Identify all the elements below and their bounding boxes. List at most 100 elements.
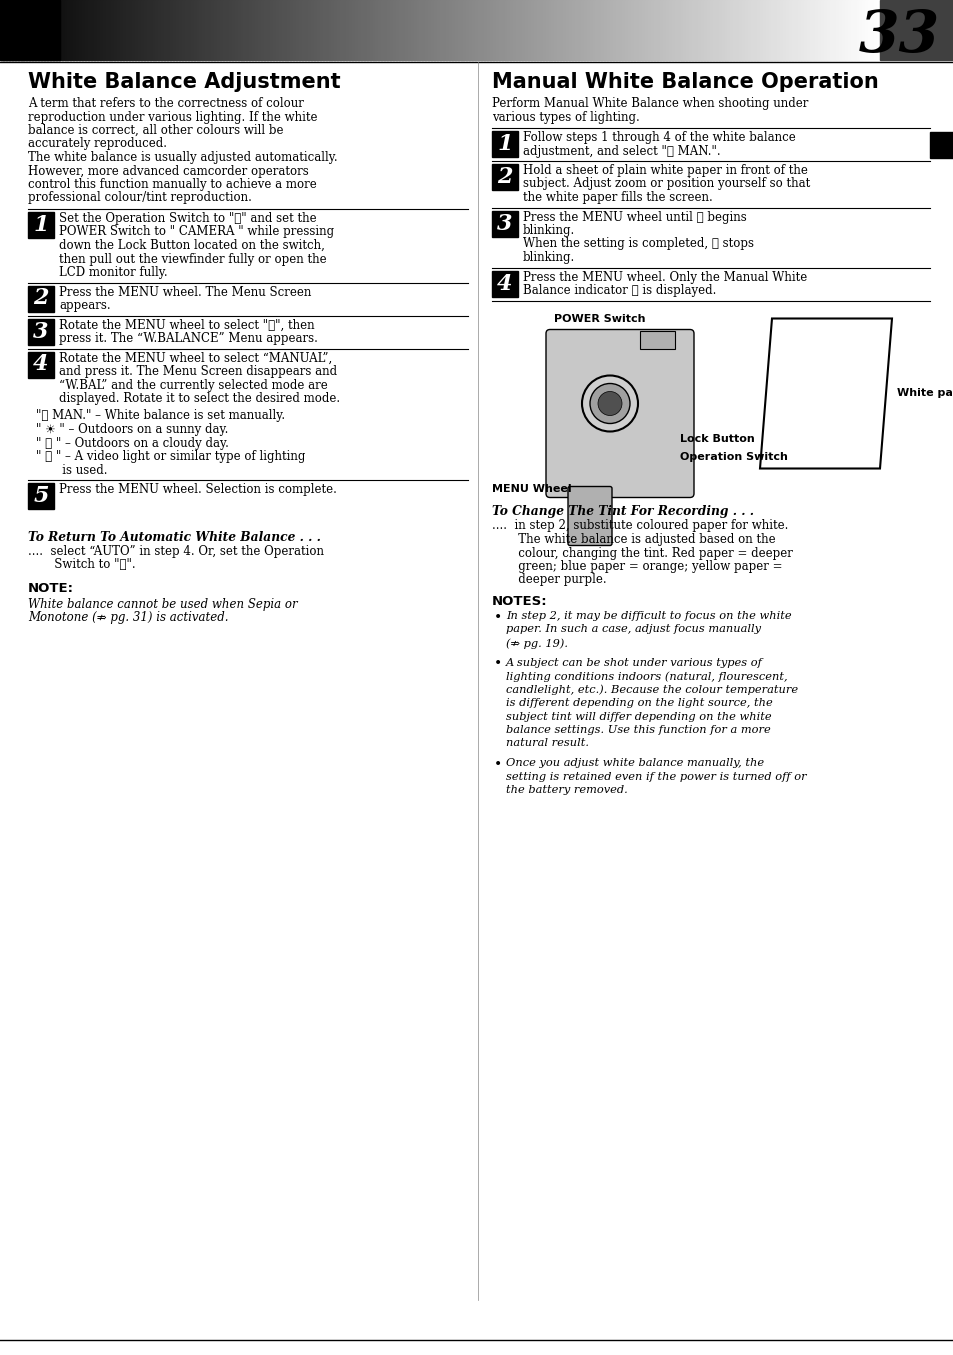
Bar: [659, 0, 663, 60]
Bar: [791, 0, 795, 60]
Bar: [832, 0, 836, 60]
Text: •: •: [494, 757, 501, 772]
Text: deeper purple.: deeper purple.: [492, 573, 606, 587]
Bar: [208, 0, 212, 60]
Bar: [870, 0, 874, 60]
Bar: [24, 0, 28, 60]
Bar: [439, 0, 443, 60]
Bar: [50, 0, 53, 60]
Bar: [167, 0, 171, 60]
Bar: [431, 0, 435, 60]
Bar: [191, 0, 194, 60]
Bar: [349, 0, 353, 60]
Bar: [141, 0, 145, 60]
Bar: [800, 0, 804, 60]
Bar: [302, 0, 306, 60]
Bar: [554, 0, 558, 60]
Bar: [229, 0, 233, 60]
Bar: [252, 0, 256, 60]
Bar: [196, 0, 200, 60]
Bar: [258, 0, 262, 60]
Text: 33: 33: [858, 8, 939, 65]
Bar: [829, 0, 833, 60]
Bar: [498, 0, 502, 60]
Bar: [809, 0, 813, 60]
Text: displayed. Rotate it to select the desired mode.: displayed. Rotate it to select the desir…: [59, 392, 340, 405]
Bar: [284, 0, 288, 60]
Bar: [129, 0, 132, 60]
Text: 3: 3: [497, 213, 512, 234]
Bar: [600, 0, 604, 60]
Bar: [747, 0, 751, 60]
Bar: [507, 0, 511, 60]
Bar: [407, 0, 412, 60]
Bar: [100, 0, 104, 60]
Bar: [14, 0, 18, 60]
Bar: [199, 0, 203, 60]
Text: the white paper fills the screen.: the white paper fills the screen.: [522, 191, 712, 205]
Bar: [452, 0, 456, 60]
Bar: [542, 0, 546, 60]
Bar: [780, 0, 783, 60]
Bar: [343, 0, 347, 60]
Bar: [539, 0, 543, 60]
Bar: [114, 0, 118, 60]
Bar: [249, 0, 253, 60]
Bar: [28, 211, 54, 238]
Text: White balance cannot be used when Sepia or: White balance cannot be used when Sepia …: [28, 598, 297, 611]
Text: is different depending on the light source, the: is different depending on the light sour…: [505, 698, 772, 709]
Bar: [812, 0, 816, 60]
Bar: [859, 0, 862, 60]
Bar: [28, 286, 54, 312]
Bar: [572, 0, 576, 60]
Text: is used.: is used.: [36, 463, 108, 477]
Bar: [211, 0, 215, 60]
Bar: [575, 0, 578, 60]
Bar: [425, 0, 429, 60]
Text: Monotone (⇏ pg. 31) is activated.: Monotone (⇏ pg. 31) is activated.: [28, 611, 229, 625]
Bar: [475, 0, 478, 60]
Bar: [469, 0, 473, 60]
Text: Press the MENU wheel until ☑ begins: Press the MENU wheel until ☑ begins: [522, 210, 746, 224]
Bar: [867, 0, 871, 60]
Bar: [28, 318, 54, 344]
Text: POWER Switch: POWER Switch: [554, 313, 645, 324]
Bar: [96, 0, 101, 60]
Bar: [589, 0, 593, 60]
Text: In step 2, it may be difficult to focus on the white: In step 2, it may be difficult to focus …: [505, 611, 791, 621]
Bar: [296, 0, 300, 60]
Bar: [82, 0, 86, 60]
Bar: [158, 0, 162, 60]
Text: 1: 1: [33, 214, 49, 236]
Bar: [692, 0, 696, 60]
Bar: [768, 0, 772, 60]
Bar: [856, 0, 860, 60]
Bar: [797, 0, 801, 60]
Bar: [627, 0, 631, 60]
Text: accurately reproduced.: accurately reproduced.: [28, 137, 167, 150]
Text: balance is correct, all other colours will be: balance is correct, all other colours wi…: [28, 125, 283, 137]
Bar: [492, 131, 517, 157]
Bar: [610, 0, 614, 60]
Text: (⇏ pg. 19).: (⇏ pg. 19).: [505, 638, 567, 649]
Bar: [527, 0, 532, 60]
Circle shape: [598, 392, 621, 416]
Bar: [624, 0, 628, 60]
Bar: [134, 0, 139, 60]
Bar: [144, 0, 148, 60]
Bar: [319, 0, 323, 60]
Text: Manual White Balance Operation: Manual White Balance Operation: [492, 72, 878, 92]
Text: press it. The “W.BALANCE” Menu appears.: press it. The “W.BALANCE” Menu appears.: [59, 332, 317, 346]
Bar: [30, 0, 33, 60]
Bar: [744, 0, 748, 60]
Bar: [395, 0, 399, 60]
Bar: [457, 0, 461, 60]
Bar: [759, 0, 762, 60]
Text: " ★ " – A video light or similar type of lighting: " ★ " – A video light or similar type of…: [36, 450, 305, 463]
Text: 4: 4: [33, 354, 49, 375]
Bar: [88, 0, 91, 60]
Bar: [606, 0, 611, 60]
Bar: [287, 0, 291, 60]
Bar: [557, 0, 560, 60]
Bar: [422, 0, 426, 60]
